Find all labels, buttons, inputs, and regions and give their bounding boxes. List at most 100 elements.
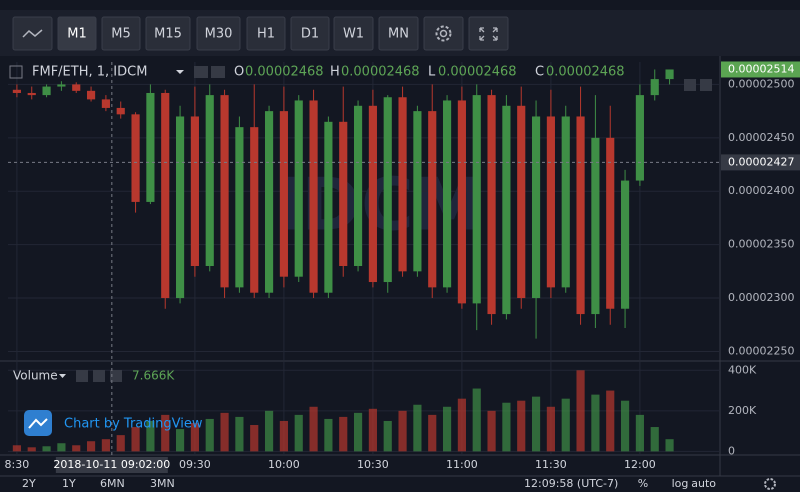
candle-body xyxy=(131,114,140,202)
y-tick-label: 0.00002300 xyxy=(728,291,794,304)
timeframe-label[interactable]: M1 xyxy=(67,27,87,42)
volume-bar xyxy=(353,412,363,452)
volume-tick-label: 200K xyxy=(728,404,757,417)
candle-body xyxy=(309,100,318,293)
candle-body xyxy=(620,180,630,309)
settings-icon[interactable] xyxy=(764,478,776,490)
volume-bar xyxy=(413,404,422,452)
candle-body xyxy=(413,111,422,272)
ohlc-value: 0.00002468 xyxy=(438,65,517,80)
range-button[interactable]: 1Y xyxy=(62,477,76,490)
clock: 12:09:58 (UTC-7) xyxy=(524,477,618,490)
volume-bar xyxy=(309,406,318,452)
candle-body xyxy=(531,116,541,299)
volume-bar xyxy=(591,394,600,452)
timeframe-button[interactable] xyxy=(333,16,374,51)
timeframe-button[interactable] xyxy=(57,16,97,51)
candle-body xyxy=(591,137,600,315)
volume-dropdown[interactable] xyxy=(59,374,66,378)
volume-bar xyxy=(190,422,199,452)
timeframe-label[interactable]: W1 xyxy=(343,27,364,42)
y-tick-label: 0.00002250 xyxy=(728,344,794,357)
range-button[interactable]: 6MN xyxy=(100,477,125,490)
timeframe-label[interactable]: M30 xyxy=(205,27,233,42)
settings-button[interactable] xyxy=(423,16,464,51)
volume-bar xyxy=(250,425,259,452)
legend-icon[interactable] xyxy=(93,370,105,382)
ohlc-value: 0.00002468 xyxy=(245,65,324,80)
candle-body xyxy=(294,100,303,277)
x-tick-label: 09:30 xyxy=(179,458,211,471)
range-button[interactable]: 3MN xyxy=(150,477,175,490)
candle-body xyxy=(457,100,466,304)
volume-bar xyxy=(294,414,303,452)
volume-bar xyxy=(517,400,526,452)
y-tick-label: 0.00002350 xyxy=(728,238,794,251)
x-tick-label: 10:00 xyxy=(268,458,300,471)
volume-bar xyxy=(546,406,555,452)
candle-body xyxy=(442,100,452,288)
crosshair-price: 0.00002427 xyxy=(728,155,794,168)
volume-bar xyxy=(72,445,81,452)
candle-body xyxy=(86,90,96,100)
y-tick-label: 0.00002400 xyxy=(728,184,794,197)
timeframe-label[interactable]: M5 xyxy=(111,27,131,42)
symbol-title: FMF/ETH, 1, IDCM xyxy=(32,65,147,80)
scroll-icon[interactable] xyxy=(684,79,696,91)
volume-bar xyxy=(220,412,229,452)
candle-body xyxy=(279,111,288,277)
scale-button[interactable]: log xyxy=(672,477,689,490)
legend-icon[interactable] xyxy=(194,66,208,78)
timeframe-button[interactable] xyxy=(196,16,241,51)
branding-text[interactable]: Chart by TradingView xyxy=(64,417,203,432)
candle-body xyxy=(235,127,244,288)
legend-icon[interactable] xyxy=(76,370,88,382)
timeframe-label[interactable]: MN xyxy=(388,27,409,42)
timeframe-label[interactable]: M15 xyxy=(154,27,182,42)
volume-bar xyxy=(205,418,214,452)
branding[interactable] xyxy=(24,410,52,436)
x-tick-label: 12:00 xyxy=(624,458,656,471)
x-tick-label: 11:00 xyxy=(446,458,478,471)
timeframe-label[interactable]: H1 xyxy=(257,27,275,42)
timeframe-button[interactable] xyxy=(145,16,191,51)
range-button[interactable]: 2Y xyxy=(22,477,36,490)
volume-bar xyxy=(27,447,36,452)
timeframe-button[interactable] xyxy=(101,16,141,51)
volume-bar xyxy=(561,398,570,452)
volume-bar xyxy=(116,435,125,452)
legend-icon[interactable] xyxy=(110,370,122,382)
candle-body xyxy=(368,105,377,283)
symbol-dropdown[interactable] xyxy=(176,70,184,74)
legend-icon[interactable] xyxy=(211,66,225,78)
candle-body xyxy=(42,86,51,96)
chart-type-button[interactable] xyxy=(12,16,53,51)
candle-body xyxy=(72,84,81,91)
fullscreen-button[interactable] xyxy=(468,16,509,51)
ohlc-key: L xyxy=(428,65,436,80)
candle-body xyxy=(650,79,659,96)
menu-icon[interactable] xyxy=(9,65,23,79)
candle-body xyxy=(353,105,363,267)
volume-bar xyxy=(339,416,348,452)
candle-body xyxy=(161,92,170,299)
scale-button[interactable]: auto xyxy=(691,477,716,490)
candle-body xyxy=(12,89,21,93)
timeframe-button[interactable] xyxy=(290,16,330,51)
volume-bar xyxy=(576,370,585,452)
candle-body xyxy=(339,121,348,267)
candle-body xyxy=(502,105,511,315)
volume-bar xyxy=(368,408,377,452)
volume-bar xyxy=(650,427,659,452)
timeframe-button[interactable] xyxy=(246,16,286,51)
y-tick-label: 0.00002500 xyxy=(728,77,794,90)
candle-body xyxy=(27,92,36,96)
timeframe-label[interactable]: D1 xyxy=(301,27,319,42)
scale-button[interactable]: % xyxy=(638,477,648,490)
timeframe-button[interactable] xyxy=(378,16,419,51)
scroll-icon[interactable] xyxy=(700,79,712,91)
volume-tick-label: 400K xyxy=(728,363,757,376)
volume-title: Volume xyxy=(13,369,58,383)
